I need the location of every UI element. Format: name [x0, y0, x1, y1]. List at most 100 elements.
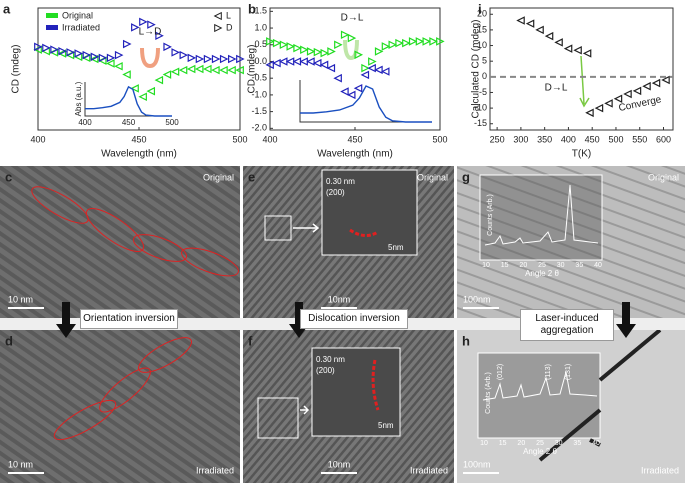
data-point	[360, 70, 370, 80]
data-point	[346, 90, 356, 100]
inset-tick-label: 20	[517, 440, 525, 447]
scale-bar-label: 10nm	[328, 459, 351, 469]
legend-marker	[213, 11, 222, 21]
annotation: D→L	[545, 83, 568, 94]
data-point	[66, 48, 75, 57]
inset-tick-label: 35	[573, 440, 581, 447]
sem-image	[457, 166, 685, 318]
inset-tick-label: 10	[480, 440, 488, 447]
inset-tick-label: 400	[78, 118, 92, 127]
inset-axis-label: Abs (a.u.)	[74, 81, 83, 116]
aggregate-rods	[538, 328, 662, 462]
data-point	[203, 64, 212, 74]
legend-label: L	[226, 10, 231, 20]
y-tick-label: 0.5	[254, 39, 267, 49]
legend-swatch	[46, 25, 58, 30]
inset-text: 0.30 nm	[316, 355, 345, 364]
y-tick-label: 1.0	[254, 22, 267, 32]
data-point	[50, 45, 59, 54]
data-point	[74, 49, 84, 58]
data-point	[98, 53, 108, 63]
xrd-inset	[479, 174, 603, 261]
data-point	[114, 50, 124, 60]
transition-arrow	[579, 55, 590, 108]
panel-letter: d	[5, 333, 13, 348]
x-tick-label: 500	[432, 134, 447, 144]
scale-bar-label: 10nm	[328, 294, 351, 304]
inset-axis-label: Angle 2 θ	[525, 269, 559, 278]
panel-letter: i	[478, 1, 482, 16]
scale-bar-label: 100nm	[463, 459, 491, 469]
x-tick-label: 450	[585, 134, 600, 144]
transition-label: Orientation inversion	[80, 309, 178, 329]
zoom-arrow	[293, 223, 320, 415]
data-point	[319, 60, 329, 70]
panel-letter: f	[248, 333, 253, 348]
inset-tick-label: 25	[538, 262, 546, 269]
data-point	[313, 47, 323, 57]
data-point	[516, 16, 525, 25]
data-point	[300, 45, 309, 55]
data-point	[272, 58, 281, 68]
data-point	[131, 23, 140, 32]
data-point	[367, 63, 376, 73]
data-point	[594, 103, 604, 113]
data-point	[651, 78, 661, 88]
y-axis-label: CD (mdeg)	[11, 45, 22, 94]
data-point	[279, 40, 289, 50]
inset-axis-label: Counts (Arb.)	[487, 194, 494, 236]
xrd-inset	[477, 352, 601, 439]
data-point	[347, 33, 357, 43]
data-point	[162, 70, 172, 79]
data-point	[219, 65, 228, 75]
data-point	[122, 70, 131, 79]
data-point	[326, 63, 336, 73]
y-tick-label: 5	[482, 56, 487, 66]
x-axis-label: T(K)	[572, 149, 591, 160]
inset-line	[300, 85, 432, 123]
data-point	[90, 52, 100, 62]
data-point	[272, 38, 282, 48]
data-point	[227, 65, 236, 75]
inset-axes	[299, 80, 432, 123]
data-point	[661, 75, 670, 85]
xrd-trace	[482, 371, 598, 401]
inset-tick-label: 450	[122, 118, 136, 127]
data-point	[235, 65, 244, 75]
data-point	[106, 53, 116, 63]
data-point	[408, 37, 418, 46]
dislocation-mark	[371, 359, 380, 411]
scale-bar-label: 10 nm	[8, 294, 33, 304]
data-point	[265, 60, 274, 70]
data-point	[293, 43, 302, 53]
data-point	[266, 37, 275, 46]
data-point	[171, 48, 181, 57]
data-point	[195, 54, 205, 64]
inset-line	[85, 85, 172, 117]
data-point	[340, 87, 349, 96]
x-tick-label: 600	[656, 134, 671, 144]
data-point	[436, 37, 445, 46]
peak-label: (131)	[565, 364, 572, 380]
x-tick-label: 550	[632, 134, 647, 144]
data-point	[34, 42, 43, 52]
data-point	[42, 43, 51, 53]
inset-tick-label: 40	[594, 262, 602, 269]
y-axis-label: CD (mdeg)	[247, 45, 258, 94]
y-tick-label: -15	[474, 118, 487, 128]
panel-letter: c	[5, 169, 12, 184]
data-point	[554, 38, 563, 47]
y-tick-label: 10	[477, 40, 487, 50]
plot-frame	[269, 7, 441, 131]
data-point	[187, 53, 197, 63]
y-tick-label: 20	[477, 9, 487, 19]
data-point	[429, 37, 438, 46]
x-axis-label: Wavelength (nm)	[317, 149, 393, 160]
transition-label: Dislocation inversion	[300, 309, 408, 329]
inset-tick-label: 500	[165, 118, 179, 127]
data-point	[320, 48, 330, 58]
tem-image	[0, 166, 240, 318]
inset-tick-label: 30	[557, 262, 565, 269]
condition-label: Irradiated	[196, 465, 234, 475]
data-point	[388, 40, 398, 50]
